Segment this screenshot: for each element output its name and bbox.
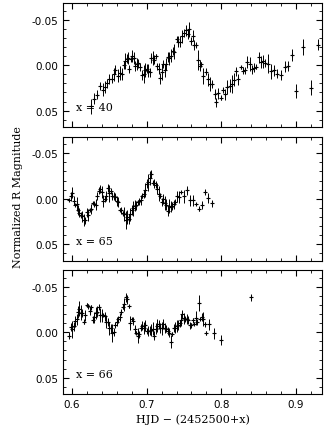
X-axis label: HJD − (2452500+x): HJD − (2452500+x) [136,413,249,424]
Text: x = 65: x = 65 [76,236,113,246]
Text: x = 40: x = 40 [76,103,113,113]
Text: x = 66: x = 66 [76,369,113,379]
Text: Normalized R Magnitude: Normalized R Magnitude [13,126,23,268]
